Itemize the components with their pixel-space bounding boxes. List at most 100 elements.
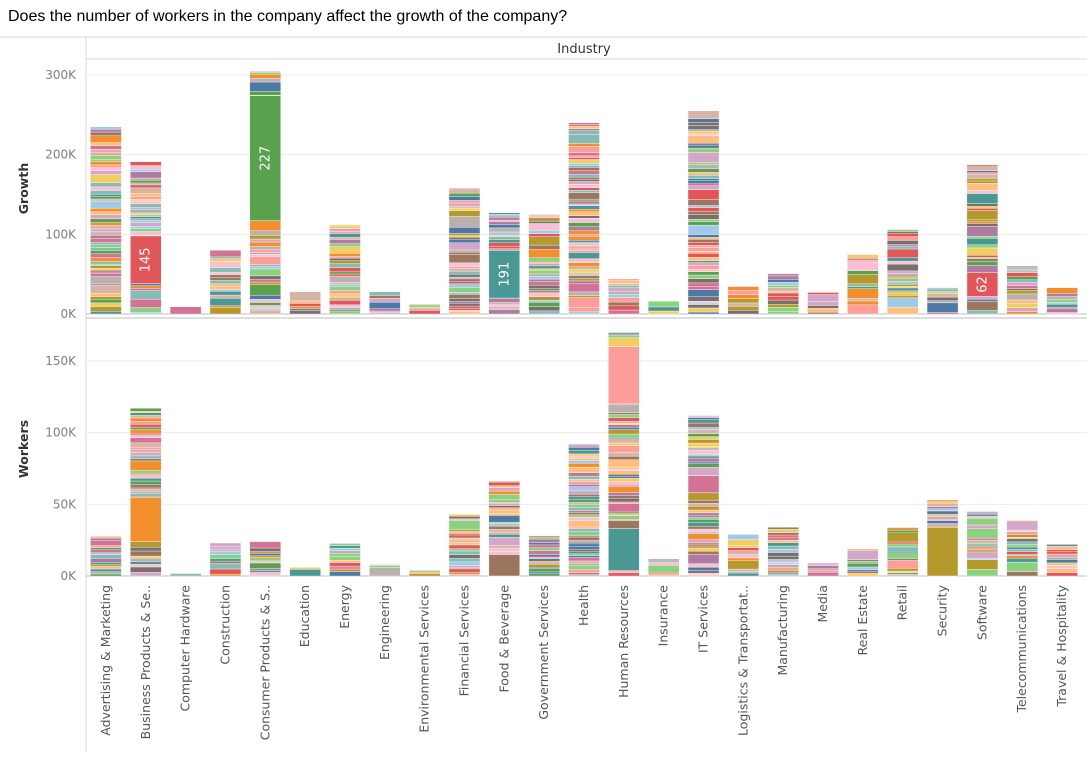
bar-segment-growth-9-0 bbox=[448, 311, 481, 315]
bar-segment-workers-15-23 bbox=[687, 503, 720, 507]
bar-segment-growth-0-20 bbox=[90, 244, 122, 248]
bar-segment-growth-10-26 bbox=[488, 221, 520, 225]
bar-segment-workers-20-11 bbox=[887, 532, 919, 543]
bar-segment-growth-6-10 bbox=[329, 281, 361, 285]
bar-segment-growth-11-20 bbox=[528, 244, 560, 250]
bar-segment-growth-23-8 bbox=[1006, 282, 1038, 286]
bar-segment-growth-13-1 bbox=[608, 305, 640, 311]
bar-segment-growth-12-14 bbox=[568, 258, 600, 263]
bar-segment-growth-12-55 bbox=[568, 126, 600, 129]
bar-segment-growth-24-8 bbox=[1046, 287, 1078, 294]
bar-segment-growth-12-39 bbox=[568, 179, 600, 182]
bar-segment-growth-6-20 bbox=[329, 246, 361, 254]
bar-segment-growth-3-2 bbox=[209, 298, 242, 306]
bar-segment-growth-15-36 bbox=[687, 180, 720, 184]
bar-segment-growth-1-1 bbox=[130, 307, 162, 313]
highlight-segment-workers-5 bbox=[687, 475, 720, 494]
bar-segment-workers-16-10 bbox=[727, 534, 760, 540]
bar-segment-growth-22-28 bbox=[966, 190, 999, 194]
bar-segment-growth-20-10 bbox=[887, 277, 919, 279]
y-axis-title-workers: Workers bbox=[16, 420, 31, 478]
y-tick-growth-2: 200K bbox=[45, 148, 77, 162]
bar-segment-growth-4-58 bbox=[249, 72, 281, 75]
bar-segment-workers-9-12 bbox=[448, 539, 481, 543]
bar-segment-growth-10-2 bbox=[488, 306, 520, 309]
bar-segment-growth-4-2 bbox=[249, 305, 281, 309]
bar-segment-workers-4-10 bbox=[249, 541, 281, 549]
bar-segment-workers-13-15 bbox=[608, 520, 640, 529]
bar-segment-growth-9-36 bbox=[448, 188, 481, 194]
bar-segment-workers-13-17 bbox=[608, 515, 640, 520]
bar-segment-growth-6-23 bbox=[329, 237, 361, 240]
bar-segment-growth-12-56 bbox=[568, 124, 600, 127]
bar-segment-workers-4-0 bbox=[249, 572, 281, 577]
bar-segment-growth-15-11 bbox=[687, 271, 720, 276]
x-tick-0: Advertising & Marketing bbox=[98, 585, 113, 736]
bar-segment-growth-6-0 bbox=[329, 311, 361, 315]
bar-segment-growth-12-41 bbox=[568, 174, 600, 178]
bar-segment-workers-12-17 bbox=[568, 531, 600, 536]
bar-segment-growth-22-15 bbox=[966, 247, 999, 256]
bar-segment-workers-12-33 bbox=[568, 484, 600, 487]
bar-segment-growth-7-2 bbox=[369, 308, 401, 312]
bar-segment-workers-6-5 bbox=[329, 560, 361, 563]
bar-segment-workers-15-8 bbox=[687, 545, 720, 549]
bar-segment-workers-12-23 bbox=[568, 512, 600, 515]
bar-segment-workers-10-23 bbox=[488, 503, 520, 506]
bar-segment-workers-9-6 bbox=[448, 558, 481, 563]
bar-segment-growth-22-23 bbox=[966, 210, 999, 220]
bar-segment-workers-15-11 bbox=[687, 539, 720, 544]
bar-segment-workers-23-2 bbox=[1006, 558, 1038, 563]
bar-segment-workers-7-1 bbox=[369, 565, 401, 568]
bar-segment-growth-20-4 bbox=[887, 289, 919, 292]
bar-segment-growth-4-55 bbox=[249, 81, 281, 92]
bar-segment-workers-6-1 bbox=[329, 569, 361, 572]
bar-segment-workers-21-20 bbox=[926, 506, 959, 509]
bar-segment-growth-12-49 bbox=[568, 152, 600, 157]
bar-segment-workers-22-12 bbox=[966, 517, 999, 526]
bar-segment-workers-18-2 bbox=[807, 568, 839, 572]
bar-segment-workers-8-1 bbox=[408, 571, 441, 574]
bar-segment-workers-11-4 bbox=[528, 563, 560, 568]
bar-segment-growth-15-0 bbox=[687, 311, 720, 315]
bar-segment-growth-12-24 bbox=[568, 226, 600, 232]
bar-segment-growth-11-8 bbox=[528, 285, 560, 289]
bar-segment-workers-9-14 bbox=[448, 534, 481, 539]
bar-segment-growth-18-1 bbox=[807, 308, 839, 313]
bar-segment-growth-9-35 bbox=[448, 192, 481, 197]
bar-segment-growth-21-2 bbox=[926, 300, 959, 304]
bar-segment-growth-0-34 bbox=[90, 196, 122, 200]
bar-segment-workers-12-14 bbox=[568, 540, 600, 543]
bar-segment-growth-4-12 bbox=[249, 264, 281, 267]
bar-segment-growth-23-7 bbox=[1006, 285, 1038, 289]
bar-segment-workers-9-0 bbox=[448, 574, 481, 577]
x-tick-14: Insurance bbox=[656, 585, 671, 647]
bar-segment-growth-11-1 bbox=[528, 306, 560, 312]
bar-segment-growth-12-40 bbox=[568, 177, 600, 180]
bar-segment-growth-12-25 bbox=[568, 222, 600, 227]
bar-segment-workers-9-20 bbox=[448, 515, 481, 519]
bar-segment-workers-12-15 bbox=[568, 536, 600, 541]
bar-segment-workers-9-11 bbox=[448, 542, 481, 546]
bar-segment-workers-15-9 bbox=[687, 544, 720, 547]
bar-segment-growth-11-16 bbox=[528, 263, 560, 267]
bar-segment-growth-15-54 bbox=[687, 110, 720, 119]
bar-segment-growth-19-3 bbox=[847, 288, 879, 299]
x-tick-5: Education bbox=[297, 585, 312, 647]
bar-segment-growth-0-4 bbox=[90, 296, 122, 300]
bar-segment-growth-5-5 bbox=[289, 291, 321, 302]
bar-segment-workers-1-38 bbox=[130, 442, 162, 448]
bar-segment-growth-0-45 bbox=[90, 155, 122, 160]
bar-segment-workers-15-32 bbox=[687, 463, 720, 468]
bar-segment-workers-14-3 bbox=[648, 561, 680, 566]
bar-segment-workers-12-3 bbox=[568, 565, 600, 570]
bar-segment-workers-11-13 bbox=[528, 538, 560, 543]
bar-segment-workers-10-9 bbox=[488, 545, 520, 549]
bar-segment-workers-1-25 bbox=[130, 487, 162, 490]
bar-segment-workers-15-49 bbox=[687, 417, 720, 420]
bar-segment-workers-17-17 bbox=[767, 527, 799, 530]
bar-segment-growth-22-31 bbox=[966, 178, 999, 182]
bar-segment-workers-6-7 bbox=[329, 553, 361, 557]
bar-segment-growth-24-3 bbox=[1046, 303, 1078, 308]
bar-segment-growth-0-15 bbox=[90, 261, 122, 265]
